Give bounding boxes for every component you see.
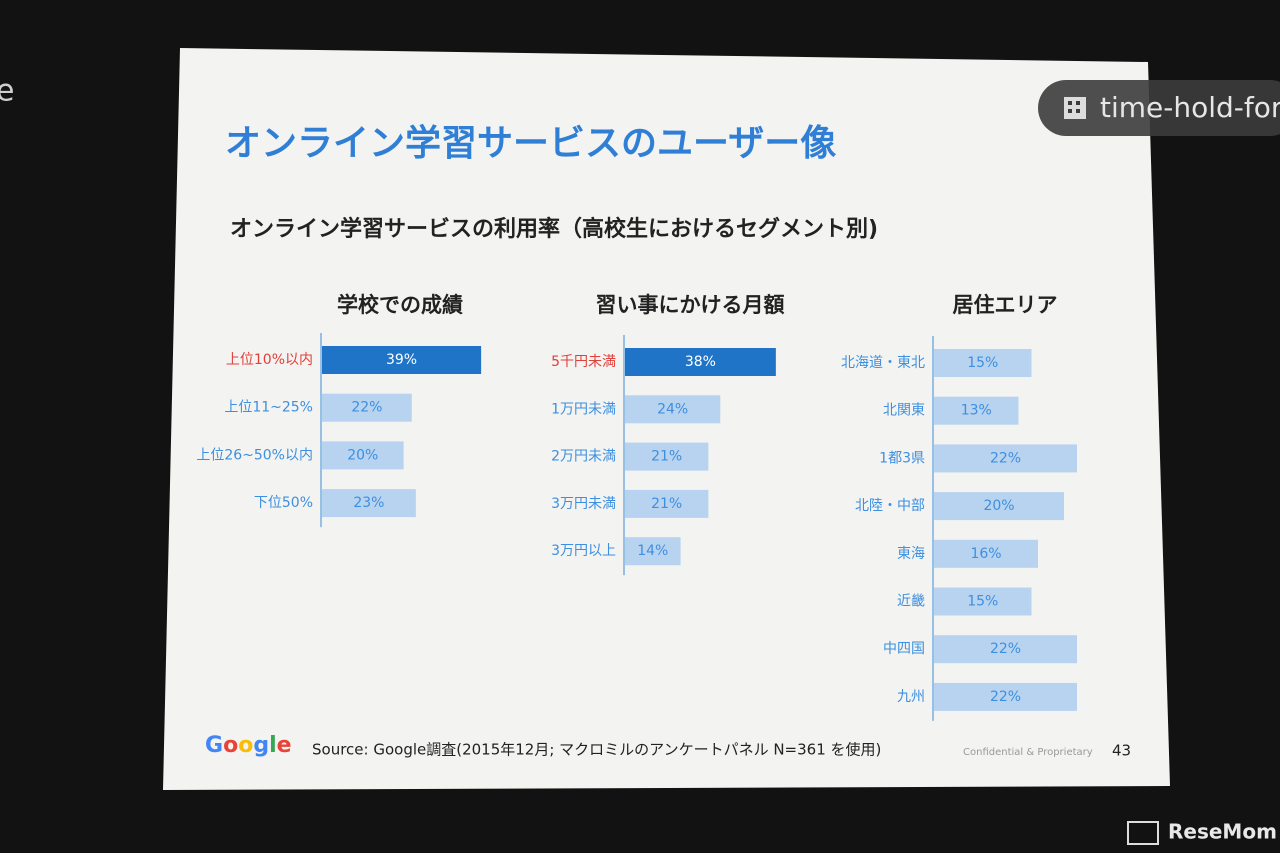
category-label: 上位26~50%以内 xyxy=(196,447,313,463)
category-label: 北関東 xyxy=(883,403,925,419)
chart-title: 居住エリア xyxy=(953,293,1058,317)
value-label: 15% xyxy=(967,355,998,371)
value-label: 38% xyxy=(685,354,716,370)
chart-title: 学校での成績 xyxy=(337,293,463,317)
edge-text: e xyxy=(0,74,14,109)
value-label: 15% xyxy=(967,594,998,610)
category-label: 東海 xyxy=(897,546,925,562)
value-label: 39% xyxy=(386,352,417,368)
slide-title: オンライン学習サービスのユーザー像 xyxy=(225,122,836,164)
category-label: 九州 xyxy=(897,689,925,705)
chip-text: time-hold-for xyxy=(1100,91,1280,124)
page-number: 43 xyxy=(1112,742,1131,760)
value-label: 21% xyxy=(651,449,682,465)
chart-title: 習い事にかける月額 xyxy=(596,293,785,317)
confidential: Confidential & Proprietary xyxy=(963,747,1093,758)
value-label: 20% xyxy=(347,447,378,463)
category-label: 1万円未満 xyxy=(551,401,616,417)
bar xyxy=(934,396,1019,425)
bar xyxy=(625,395,721,424)
value-label: 13% xyxy=(961,403,992,419)
bar xyxy=(934,444,1077,473)
bar xyxy=(322,489,416,518)
value-label: 22% xyxy=(990,641,1021,657)
value-label: 22% xyxy=(990,450,1021,466)
bar xyxy=(934,492,1064,521)
category-label: 下位50% xyxy=(254,495,313,511)
logo: Google xyxy=(205,733,292,758)
source: Source: Google調査(2015年12月; マクロミルのアンケートパネ… xyxy=(312,741,881,759)
value-label: 16% xyxy=(970,546,1001,562)
category-label: 3万円以上 xyxy=(551,543,616,559)
value-label: 21% xyxy=(651,496,682,512)
watermark-icon xyxy=(1127,821,1159,845)
value-label: 22% xyxy=(351,400,382,416)
bar xyxy=(934,682,1077,711)
bar xyxy=(625,489,709,518)
category-label: 上位10%以内 xyxy=(226,352,313,368)
bar xyxy=(625,537,681,566)
category-label: 中四国 xyxy=(883,641,925,657)
bar xyxy=(322,441,404,470)
bar xyxy=(934,635,1077,664)
bar xyxy=(322,393,412,422)
category-label: 2万円未満 xyxy=(551,449,616,465)
value-label: 20% xyxy=(983,498,1014,514)
category-label: 北海道・東北 xyxy=(841,355,925,371)
category-label: 5千円未満 xyxy=(551,354,616,370)
bar xyxy=(625,348,776,376)
slide-subtitle: オンライン学習サービスの利用率（高校生におけるセグメント別) xyxy=(230,216,878,242)
category-label: 3万円未満 xyxy=(551,496,616,512)
bar xyxy=(322,346,482,374)
watermark: ResеMom xyxy=(1168,820,1277,844)
value-label: 14% xyxy=(637,543,668,559)
value-label: 24% xyxy=(657,401,688,417)
bar xyxy=(934,587,1032,616)
bar xyxy=(934,349,1032,377)
building-icon xyxy=(1064,97,1086,119)
category-label: 1都3県 xyxy=(879,450,925,466)
category-label: 北陸・中部 xyxy=(855,498,925,514)
value-label: 23% xyxy=(353,495,384,511)
bar xyxy=(934,539,1038,568)
category-label: 近畿 xyxy=(897,594,925,610)
value-label: 22% xyxy=(990,689,1021,705)
chip xyxy=(1038,80,1280,136)
category-label: 上位11~25% xyxy=(224,400,313,416)
bar xyxy=(625,442,709,471)
